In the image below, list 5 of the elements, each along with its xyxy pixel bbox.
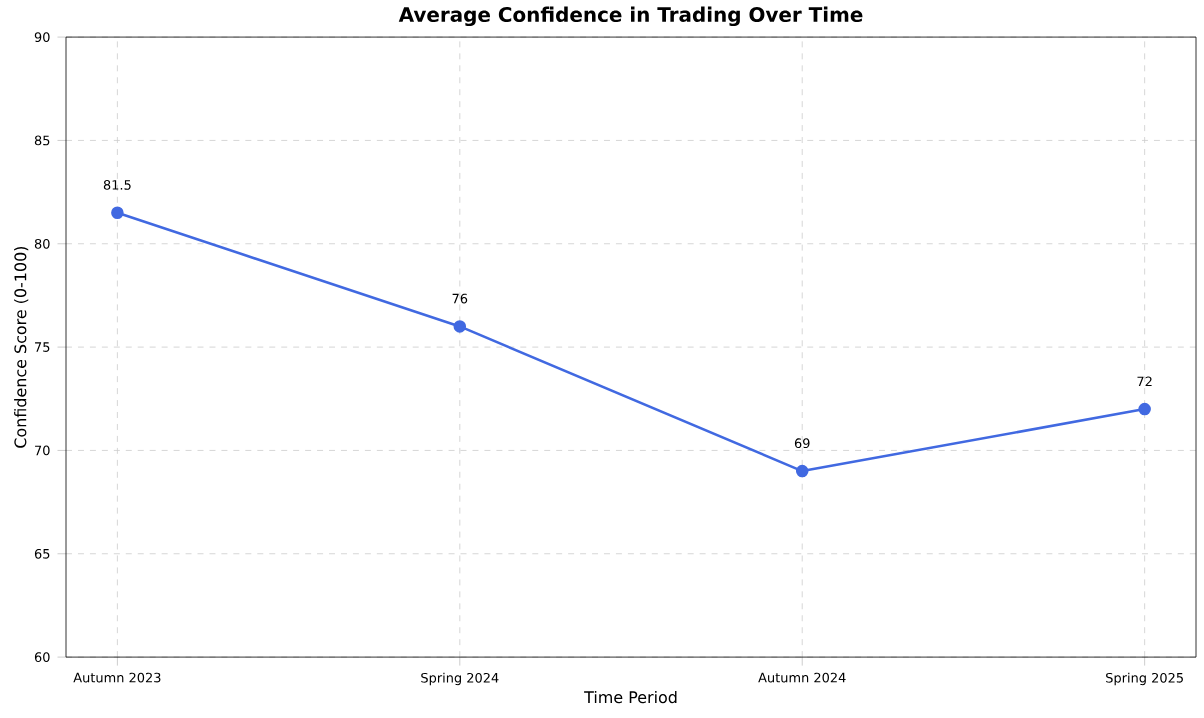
point: [795, 465, 809, 478]
point: [1138, 403, 1151, 416]
point: [111, 206, 124, 220]
point: [453, 320, 467, 334]
chart-title: Average Confidence in Trading Over Time: [398, 7, 863, 27]
